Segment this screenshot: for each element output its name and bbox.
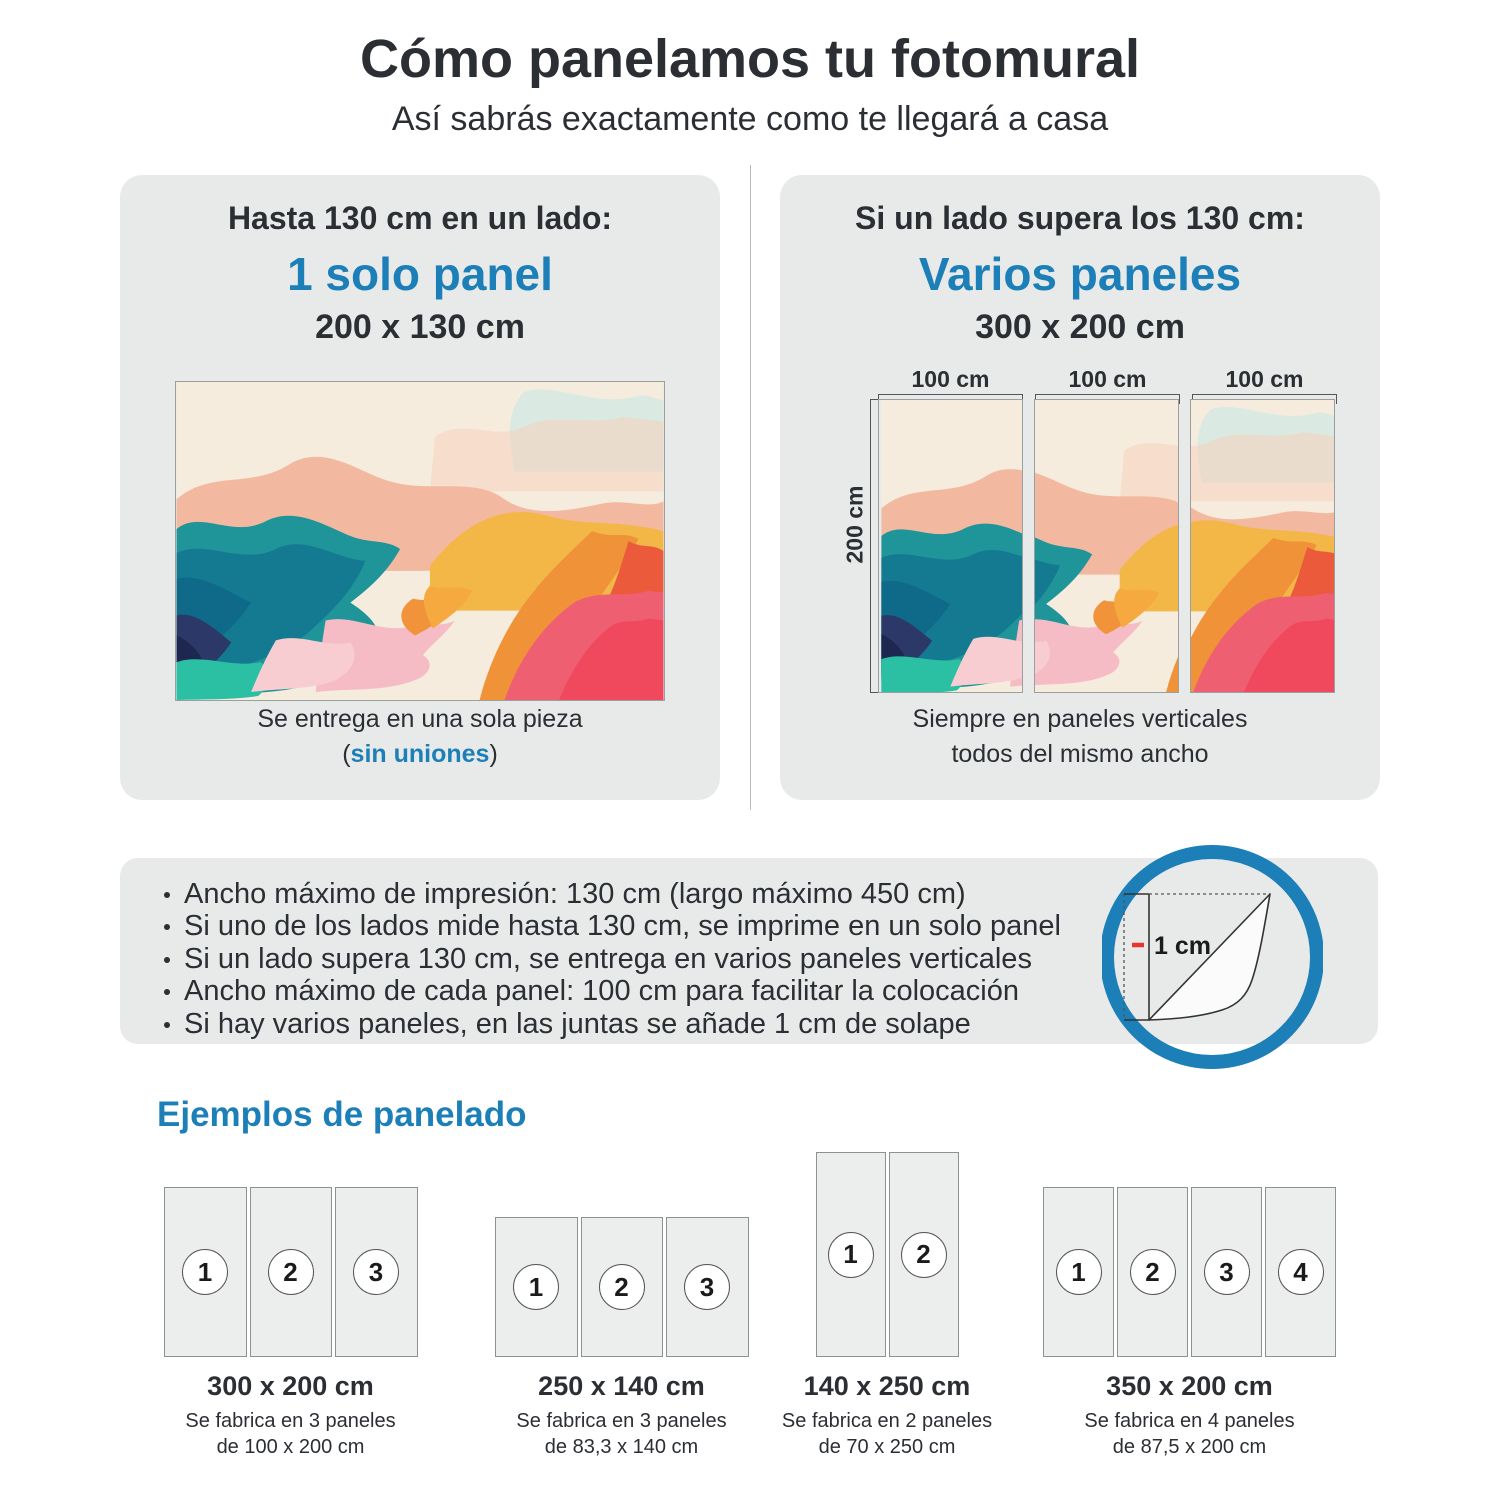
svg-text:1 cm: 1 cm — [1154, 932, 1211, 960]
